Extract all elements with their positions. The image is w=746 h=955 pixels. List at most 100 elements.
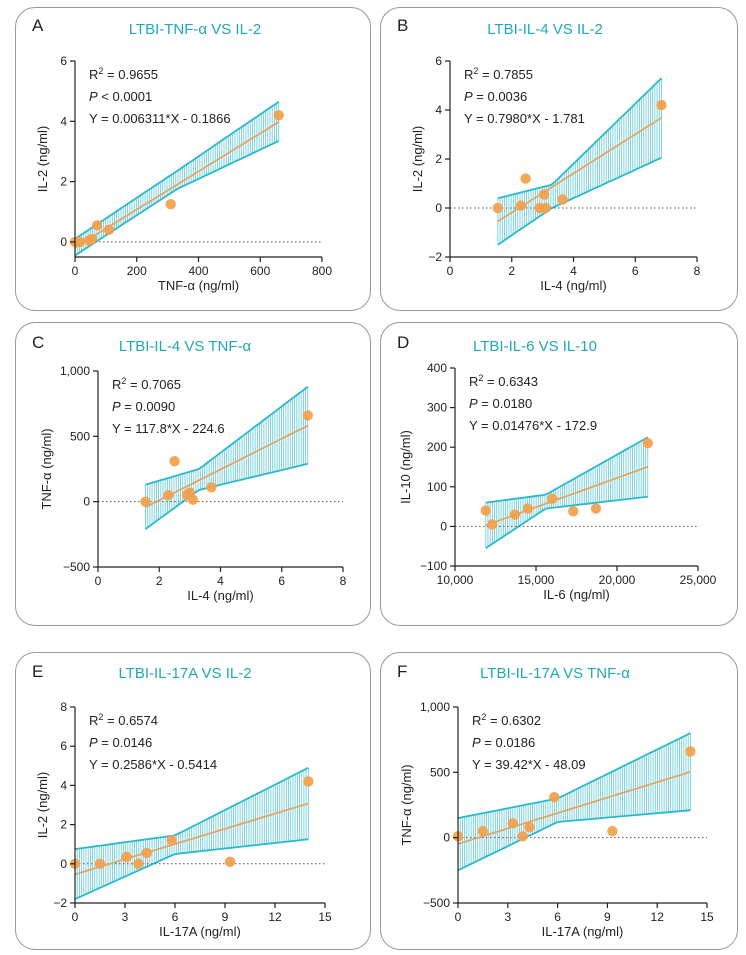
- y-tick-label: 8: [60, 700, 67, 714]
- x-tick-label: 9: [222, 910, 229, 924]
- x-tick-label: 2: [156, 574, 163, 588]
- p-value-label: P < 0.0001: [89, 89, 152, 104]
- y-tick-label: −2: [428, 250, 442, 264]
- ci-lower-line: [497, 156, 662, 246]
- x-axis-label: IL-17A (ng/ml): [159, 924, 241, 939]
- ci-upper-line: [457, 732, 691, 819]
- x-tick-label: 2: [508, 264, 515, 278]
- chart-e: −2 0 2 4 6 8 0 3 6 9 12 15 IL-17A (ng/ml) IL-2 (ng/ml…: [35, 700, 332, 939]
- ci-upper-line: [145, 385, 309, 486]
- r-squared-label: R2 = 0.6574: [89, 712, 158, 728]
- x-tick-label: 0: [455, 910, 462, 924]
- regression-line: [457, 770, 691, 845]
- x-tick-label: 15: [318, 910, 332, 924]
- y-axis-label: IL-2 (ng/ml): [35, 772, 50, 838]
- y-tick-label: −500: [63, 560, 90, 574]
- data-point: [480, 505, 491, 516]
- x-tick-label: 8: [340, 574, 347, 588]
- x-tick-label: 15: [700, 910, 714, 924]
- y-tick-label: 6: [435, 54, 442, 68]
- x-tick-label: 10,000: [437, 573, 474, 587]
- x-axis-label: IL-4 (ng/ml): [187, 588, 253, 603]
- chart-title-e: LTBI-IL-17A VS IL-2: [118, 665, 252, 682]
- chart-c: −500 0 500 1,000 0 2 4 6 8 IL-4 (ng/ml) TNF-α (ng/…: [39, 364, 347, 603]
- data-point: [492, 202, 504, 214]
- regression-equation: Y = 0.2586*X - 0.5414: [89, 757, 217, 772]
- ci-upper-line: [497, 77, 663, 200]
- chart-title-b: LTBI-IL-4 VS IL-2: [487, 21, 603, 38]
- x-tick-label: 6: [554, 910, 561, 924]
- chart-panel-a: [15, 7, 371, 311]
- p-value-label: P = 0.0090: [112, 399, 175, 414]
- data-point: [515, 200, 527, 211]
- p-value-label: P = 0.0186: [472, 735, 535, 750]
- y-tick-label: 200: [427, 440, 447, 454]
- x-tick-label: 600: [250, 264, 270, 278]
- data-point: [165, 199, 176, 210]
- chart-panel-d: [380, 322, 738, 626]
- x-tick-label: 9: [604, 910, 611, 924]
- y-tick-label: 1,000: [60, 364, 90, 378]
- data-point: [520, 173, 531, 184]
- data-point: [302, 410, 313, 421]
- data-point: [169, 455, 180, 467]
- data-point: [540, 202, 551, 214]
- data-point: [141, 847, 152, 859]
- y-tick-label: 4: [60, 778, 67, 792]
- r-squared-label: R2 = 0.6343: [469, 373, 538, 389]
- chart-title-c: LTBI-IL-4 VS TNF-α: [118, 338, 252, 355]
- panel-letter-f: F: [397, 662, 408, 681]
- ci-upper-line: [485, 436, 649, 504]
- chart-panel-c: [15, 322, 371, 626]
- data-point: [590, 503, 602, 514]
- y-tick-label: 500: [430, 765, 450, 779]
- chart-f: −500 0 500 1,000 0 3 6 9 12 15 IL-17A (ng/ml) TNF-α…: [399, 700, 714, 939]
- data-point: [121, 851, 132, 863]
- x-tick-label: 12: [268, 910, 282, 924]
- x-tick-label: 3: [504, 910, 511, 924]
- data-point: [140, 496, 151, 507]
- ci-lower-line: [144, 462, 308, 530]
- x-tick-label: 3: [122, 910, 129, 924]
- data-point: [206, 482, 217, 493]
- data-point: [92, 220, 103, 231]
- regression-equation: Y = 117.8*X - 224.6: [112, 421, 225, 436]
- y-tick-label: 0: [60, 857, 67, 871]
- x-tick-label: 6: [172, 910, 179, 924]
- x-tick-label: 0: [72, 910, 79, 924]
- data-point: [568, 506, 579, 517]
- x-tick-label: 6: [278, 574, 285, 588]
- x-tick-label: 20,000: [599, 573, 636, 587]
- chart-b: −2 0 2 4 6 0 2 4 6 8 IL-4 (ng/ml) IL-2 (ng/ml) R2 = …: [410, 54, 701, 293]
- ci-lower-line: [457, 809, 691, 872]
- data-point: [166, 835, 177, 846]
- y-tick-label: 2: [435, 152, 442, 166]
- y-tick-label: −2: [53, 896, 67, 910]
- y-tick-label: 6: [60, 739, 67, 753]
- ci-upper-line: [74, 766, 309, 850]
- panel-letter-a: A: [32, 16, 44, 35]
- r-squared-label: R2 = 0.7855: [464, 66, 533, 82]
- y-tick-label: −500: [423, 896, 450, 910]
- x-tick-label: 15,000: [518, 573, 555, 587]
- x-tick-label: 0: [72, 264, 79, 278]
- x-tick-label: 0: [447, 264, 454, 278]
- ci-lower-line: [485, 495, 648, 549]
- data-point: [477, 825, 489, 837]
- regression-equation: Y = 0.7980*X - 1.781: [464, 111, 585, 126]
- regression-equation: Y = 39.42*X - 48.09: [472, 757, 586, 772]
- data-point: [86, 233, 98, 245]
- data-point: [187, 494, 199, 505]
- ci-upper-line: [74, 100, 280, 240]
- chart-a: 0 2 4 6 0 200 400 600 800 TNF-α (ng/ml) IL-2 (ng/m…: [35, 54, 332, 293]
- chart-title-f: LTBI-IL-17A VS TNF-α: [480, 665, 630, 682]
- y-axis-label: IL-2 (ng/ml): [35, 126, 50, 192]
- chart-title-d: LTBI-IL-6 VS IL-10: [473, 338, 597, 355]
- y-tick-label: 0: [440, 519, 447, 533]
- x-tick-label: 8: [694, 264, 701, 278]
- y-tick-label: −100: [420, 559, 447, 573]
- y-tick-label: 4: [60, 114, 67, 128]
- regression-line: [74, 802, 309, 876]
- y-tick-label: 100: [427, 480, 447, 494]
- ci-lower-line: [74, 140, 280, 257]
